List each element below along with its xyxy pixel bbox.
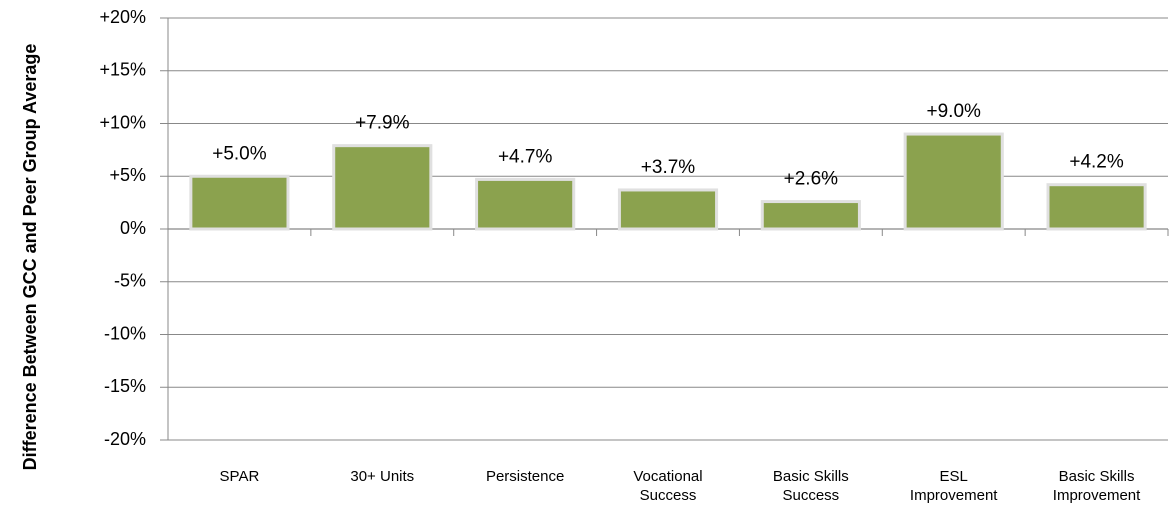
y-tick-label: -10% [104,323,146,343]
y-tick-label: +5% [109,165,146,185]
value-label: +9.0% [927,101,982,122]
x-tick-label: Basic Skills Improvement [1052,468,1141,504]
x-tick-label: Basic Skills Success [772,468,849,504]
bar [475,177,576,231]
bar [1046,183,1147,231]
x-tick-label: Persistence [485,468,565,485]
x-tick-label: 30+ Units [350,468,415,485]
y-tick-label: +20% [99,7,146,27]
x-tick-label: Vocational Success [633,468,703,504]
bar [617,188,719,231]
y-tick-label: 0% [120,218,146,238]
y-axis-title: Difference Between GCC and Peer Group Av… [20,43,40,471]
y-tick-label: -20% [104,429,146,449]
value-label: +3.7% [641,157,696,178]
x-tick-label: SPAR [219,468,260,485]
y-tick-label: -5% [114,271,146,291]
value-label: +5.0% [212,143,267,164]
y-tick-label: +15% [99,60,146,80]
value-label: +4.7% [498,146,553,167]
value-label: +7.9% [355,113,410,134]
value-label: +2.6% [784,169,839,190]
x-tick-label: ESL Improvement [909,468,998,504]
value-label: +4.2% [1069,152,1124,173]
y-tick-label: -15% [104,376,146,396]
bar [903,132,1004,231]
bar [760,200,861,231]
bar [332,144,433,231]
y-tick-label: +10% [99,112,146,132]
bar [189,174,290,231]
